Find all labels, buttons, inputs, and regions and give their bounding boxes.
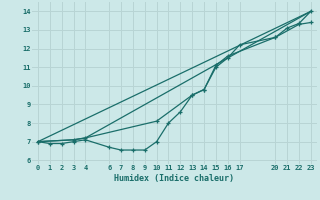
X-axis label: Humidex (Indice chaleur): Humidex (Indice chaleur) [115, 174, 234, 183]
